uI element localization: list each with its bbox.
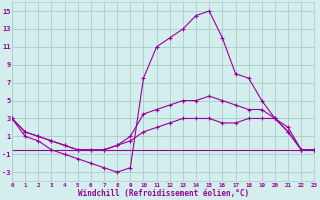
X-axis label: Windchill (Refroidissement éolien,°C): Windchill (Refroidissement éolien,°C) — [78, 189, 249, 198]
